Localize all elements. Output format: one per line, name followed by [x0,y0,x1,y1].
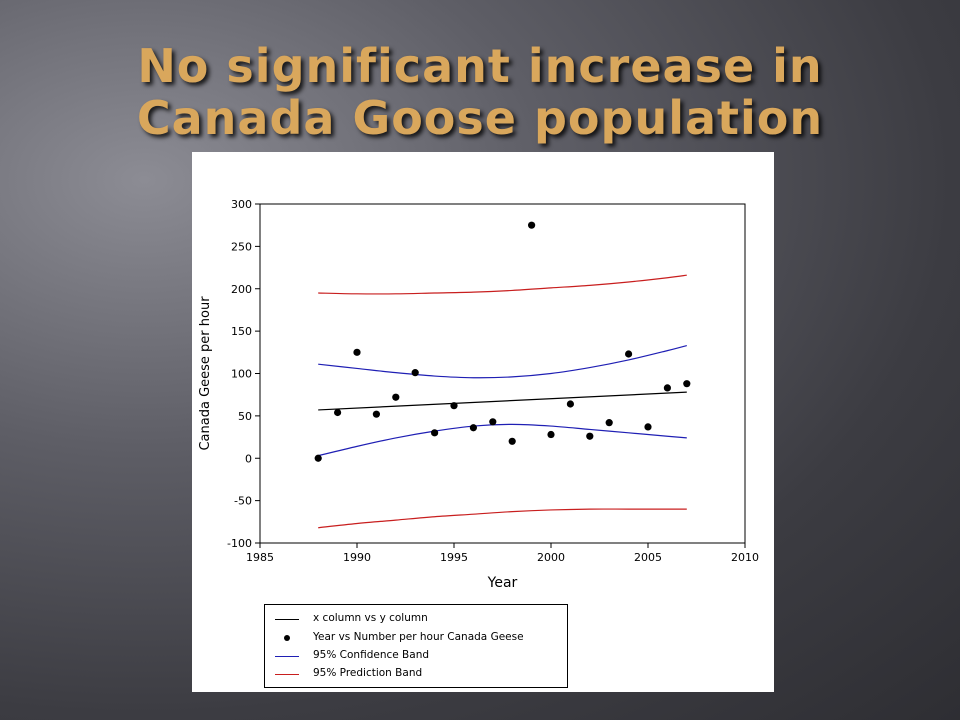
slide-title-line-2: Canada Goose population [136,91,824,145]
slide-title-line-1: No significant increase in [137,39,823,93]
y-axis-label: Canada Geese per hour [198,296,213,451]
data-point [566,400,574,408]
prediction-band-upper-line [318,274,687,295]
legend-item-observations: Year vs Number per hour Canada Geese [265,630,567,646]
legend-line-icon [275,656,299,657]
data-point [644,423,652,431]
legend-item-regression: x column vs y column [265,611,567,627]
x-tick-label: 1995 [440,551,468,564]
legend-label: Year vs Number per hour Canada Geese [313,631,524,643]
legend-line-icon [275,619,299,620]
confidence-band-lower-line [318,423,687,457]
plot-frame [259,203,746,544]
confidence-band-upper-line [318,344,687,379]
y-tick-label: 150 [231,325,252,338]
data-point [489,418,497,426]
y-tick-label: -100 [227,537,252,550]
x-tick-label: 2010 [731,551,759,564]
x-tick-label: 2005 [634,551,662,564]
y-tick-label: 250 [231,240,252,253]
x-axis-label: Year [487,575,518,591]
data-point [528,221,536,229]
data-point [469,424,477,432]
y-tick-label: 0 [245,452,252,465]
data-point [508,437,516,445]
data-point [334,408,342,417]
y-tick-label: 200 [231,283,252,296]
legend-line-icon [275,674,299,675]
data-point [547,430,555,439]
y-tick-label: 50 [238,410,252,423]
legend-swatch-observations [275,634,299,642]
scatter-chart: 1985 1990 1995 2000 2005 2010 -100 -50 0 50 100 150… [198,198,759,591]
chart-panel: 1985 1990 1995 2000 2005 2010 -100 -50 0 50 100 150… [192,152,774,692]
y-tick-label: 300 [231,198,252,211]
x-tick-label: 1990 [343,551,371,564]
data-point [314,454,322,462]
data-point [372,410,380,418]
data-point [625,350,633,358]
legend-item-prediction: 95% Prediction Band [265,666,567,682]
y-tick-label: 100 [231,368,252,381]
data-point [353,348,361,356]
legend-swatch-prediction [275,670,299,678]
legend-swatch-regression [275,615,299,623]
legend: x column vs y column Year vs Number per … [264,604,568,688]
regression-line [318,391,687,411]
legend-label: 95% Prediction Band [313,667,423,679]
data-point [411,369,419,377]
data-point [683,380,691,388]
data-point [392,393,400,401]
data-point [663,384,671,392]
legend-dot-icon [284,635,290,641]
x-tick-label: 1985 [246,551,274,564]
data-point [586,432,594,440]
x-tick-label: 2000 [537,551,565,564]
legend-label: x column vs y column [313,612,428,624]
legend-swatch-confidence [275,652,299,660]
legend-label: 95% Confidence Band [313,649,430,661]
prediction-band-lower-line [318,508,687,529]
legend-item-confidence: 95% Confidence Band [265,648,567,664]
y-tick-label: -50 [234,495,252,508]
slide-title: No significant increase in Canada Goose … [130,40,830,144]
data-point [450,402,458,410]
data-point [605,419,613,427]
data-point [431,429,439,437]
